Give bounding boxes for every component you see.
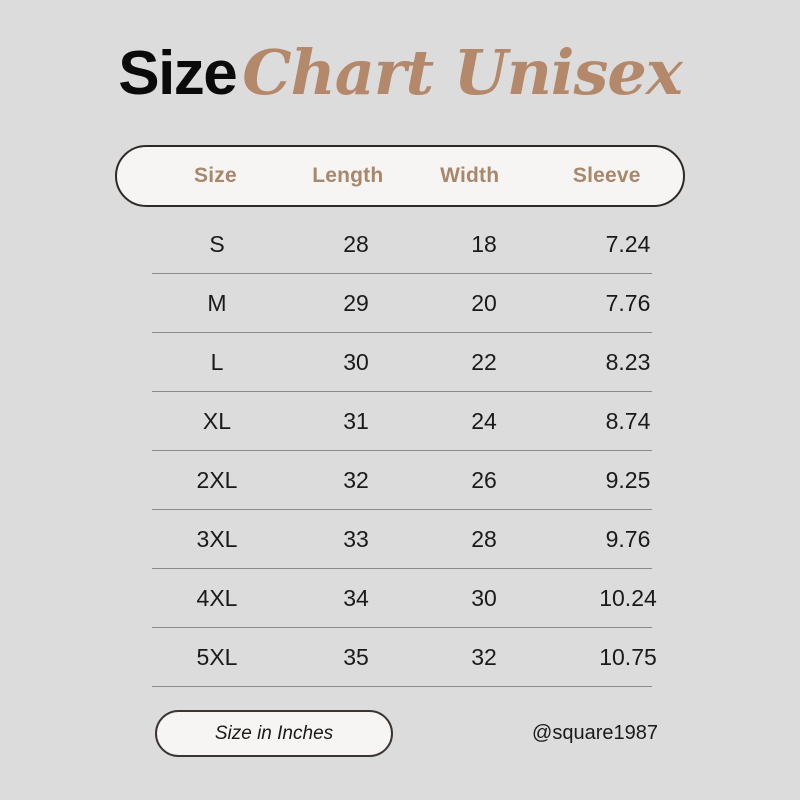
- cell-sleeve: 7.76: [605, 290, 651, 316]
- column-header-size: Size: [194, 164, 237, 187]
- cell-size: 2XL: [196, 467, 238, 493]
- cell-sleeve: 8.74: [605, 408, 651, 434]
- cell-width: 24: [471, 408, 497, 434]
- cell-length: 30: [343, 349, 369, 375]
- row-divider: [152, 627, 652, 628]
- cell-size: 4XL: [196, 585, 238, 611]
- cell-length: 28: [343, 231, 369, 257]
- cell-size: XL: [202, 408, 232, 434]
- cell-width: 22: [471, 349, 497, 375]
- row-divider: [152, 273, 652, 274]
- cell-sleeve: 10.24: [599, 585, 657, 611]
- cell-width: 32: [471, 644, 497, 670]
- cell-length: 32: [343, 467, 369, 493]
- cell-sleeve: 8.23: [605, 349, 651, 375]
- cell-size: 5XL: [196, 644, 238, 670]
- table-row: XL 31 24 8.74: [0, 392, 800, 451]
- cell-size: S: [209, 231, 225, 257]
- page-title-bold: Size: [118, 39, 238, 108]
- cell-sleeve: 9.76: [605, 526, 651, 552]
- cell-size: L: [210, 349, 224, 375]
- cell-sleeve: 10.75: [599, 644, 657, 670]
- row-divider: [152, 686, 652, 687]
- table-body: S 28 18 7.24 M 29 20 7.76 L 30 22 8.23 X…: [0, 215, 800, 687]
- page-title-script: Chart Unisex: [242, 36, 682, 109]
- cell-width: 26: [471, 467, 497, 493]
- table-row: L 30 22 8.23: [0, 333, 800, 392]
- row-divider: [152, 450, 652, 451]
- row-divider: [152, 391, 652, 392]
- table-row: 3XL 33 28 9.76: [0, 510, 800, 569]
- cell-width: 18: [471, 231, 497, 257]
- cell-width: 30: [471, 585, 497, 611]
- brand-handle: @square1987: [532, 722, 658, 744]
- cell-size: 3XL: [196, 526, 238, 552]
- cell-length: 34: [343, 585, 369, 611]
- page-title: SizeChart Unisex: [0, 42, 800, 105]
- table-row: M 29 20 7.76: [0, 274, 800, 333]
- cell-sleeve: 9.25: [605, 467, 651, 493]
- cell-width: 28: [471, 526, 497, 552]
- cell-length: 33: [343, 526, 369, 552]
- table-row: 2XL 32 26 9.25: [0, 451, 800, 510]
- cell-sleeve: 7.24: [605, 231, 651, 257]
- row-divider: [152, 509, 652, 510]
- cell-length: 35: [343, 644, 369, 670]
- column-header-width: Width: [440, 164, 500, 187]
- cell-size: M: [207, 290, 227, 316]
- unit-label-pill: Size in Inches: [155, 710, 393, 757]
- row-divider: [152, 568, 652, 569]
- cell-length: 29: [343, 290, 369, 316]
- table-row: S 28 18 7.24: [0, 215, 800, 274]
- cell-length: 31: [343, 408, 369, 434]
- column-header-length: Length: [312, 164, 384, 187]
- table-row: 4XL 34 30 10.24: [0, 569, 800, 628]
- table-row: 5XL 35 32 10.75: [0, 628, 800, 687]
- row-divider: [152, 332, 652, 333]
- column-header-sleeve: Sleeve: [572, 164, 641, 187]
- unit-label-text: Size in Inches: [214, 722, 334, 744]
- table-header-row: Size Length Width Sleeve: [115, 145, 685, 207]
- cell-width: 20: [471, 290, 497, 316]
